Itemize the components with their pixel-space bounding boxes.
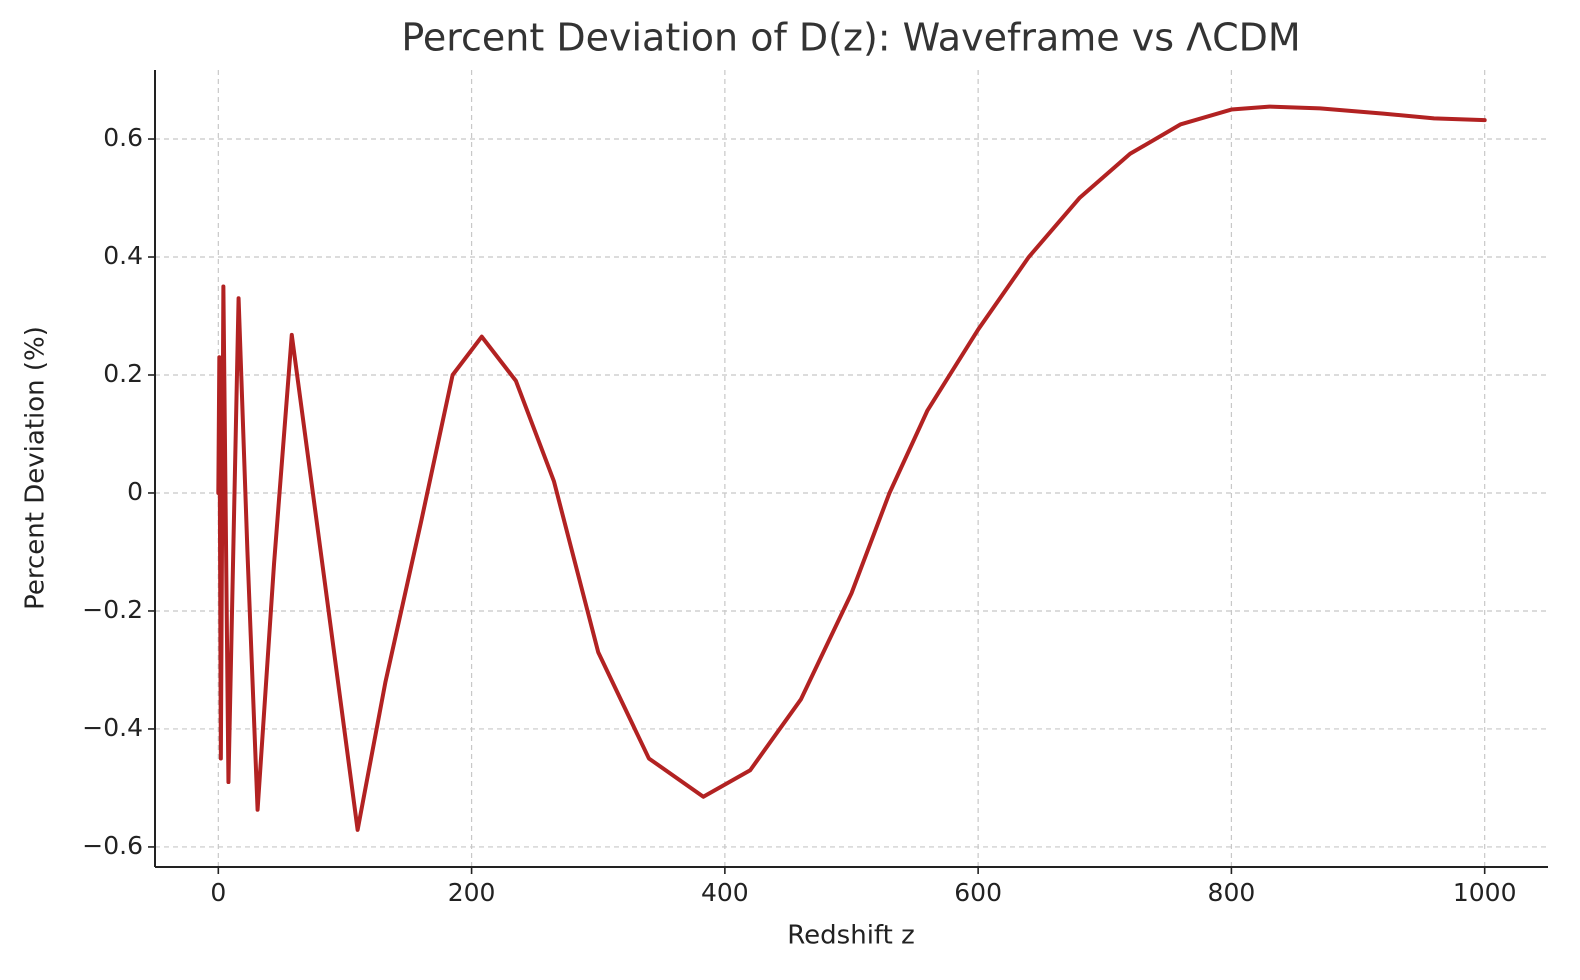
- x-tick-label: 1000: [1453, 878, 1517, 907]
- x-tick-label: 0: [210, 878, 226, 907]
- x-tick-label: 800: [1208, 878, 1256, 907]
- y-tick-label: 0.2: [103, 359, 143, 388]
- y-tick-label: 0.4: [103, 241, 143, 270]
- x-tick-label: 200: [448, 878, 496, 907]
- y-tick-label: −0.6: [82, 831, 143, 860]
- grid: [155, 70, 1548, 867]
- y-tick-label: −0.4: [82, 713, 143, 742]
- y-tick-label: 0.6: [103, 123, 143, 152]
- plot-area: [216, 104, 1487, 832]
- chart-title: Percent Deviation of D(z): Waveframe vs …: [401, 16, 1300, 60]
- y-tick-label: −0.2: [82, 595, 143, 624]
- x-tick-label: 600: [954, 878, 1002, 907]
- y-axis-label: Percent Deviation (%): [21, 326, 51, 610]
- y-tick-label: 0: [127, 477, 143, 506]
- x-axis-label: Redshift z: [787, 921, 914, 951]
- x-tick-label: 400: [701, 878, 749, 907]
- data-line: [216, 104, 1487, 832]
